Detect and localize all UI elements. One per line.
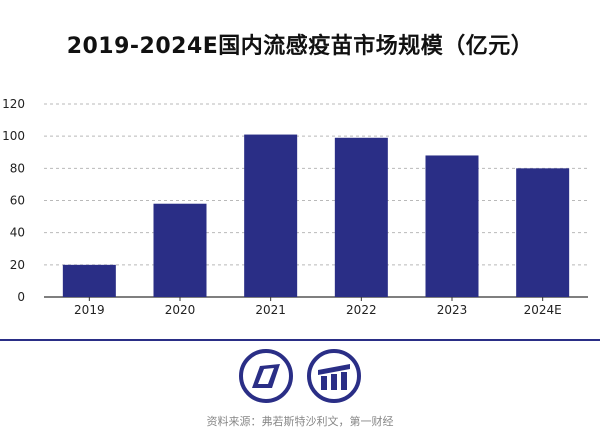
bar-2019 (62, 264, 116, 297)
first-finance-bars-icon (307, 349, 361, 403)
x-tick-label: 2024E (524, 303, 562, 317)
grid-lines (44, 103, 588, 266)
footer-divider (0, 339, 600, 341)
bar-2021 (244, 134, 298, 297)
bar-2023 (425, 155, 479, 297)
x-tick-label: 2023 (437, 303, 468, 317)
x-tick-label: 2020 (165, 303, 196, 317)
y-tick-label: 40 (10, 226, 25, 240)
x-tick-label: 2021 (255, 303, 286, 317)
y-tick-label: 80 (10, 161, 25, 175)
bars (62, 134, 570, 297)
first-finance-parallelogram-icon (239, 349, 293, 403)
bar-2020 (153, 203, 207, 297)
bar-chart: 0 20 40 60 80 100 120 2019 2020 2021 2022 2023 2024… (2, 97, 588, 317)
x-tick-label: 2022 (346, 303, 377, 317)
y-tick-label: 120 (2, 97, 25, 111)
source-note: 资料来源：弗若斯特沙利文，第一财经 (206, 415, 394, 428)
bar-2024E (516, 168, 570, 297)
x-tick-label: 2019 (74, 303, 105, 317)
chart-title: 2019-2024E国内流感疫苗市场规模（亿元） (66, 34, 534, 59)
logo-group (0, 348, 600, 404)
y-tick-label: 20 (10, 258, 25, 272)
x-tick-labels: 2019 2020 2021 2022 2023 2024E (74, 303, 562, 317)
axes (44, 296, 588, 301)
bar-2022 (334, 137, 388, 297)
y-tick-labels: 0 20 40 60 80 100 120 (2, 97, 25, 304)
y-tick-label: 100 (2, 129, 25, 143)
y-tick-label: 0 (17, 290, 25, 304)
y-tick-label: 60 (10, 194, 25, 208)
